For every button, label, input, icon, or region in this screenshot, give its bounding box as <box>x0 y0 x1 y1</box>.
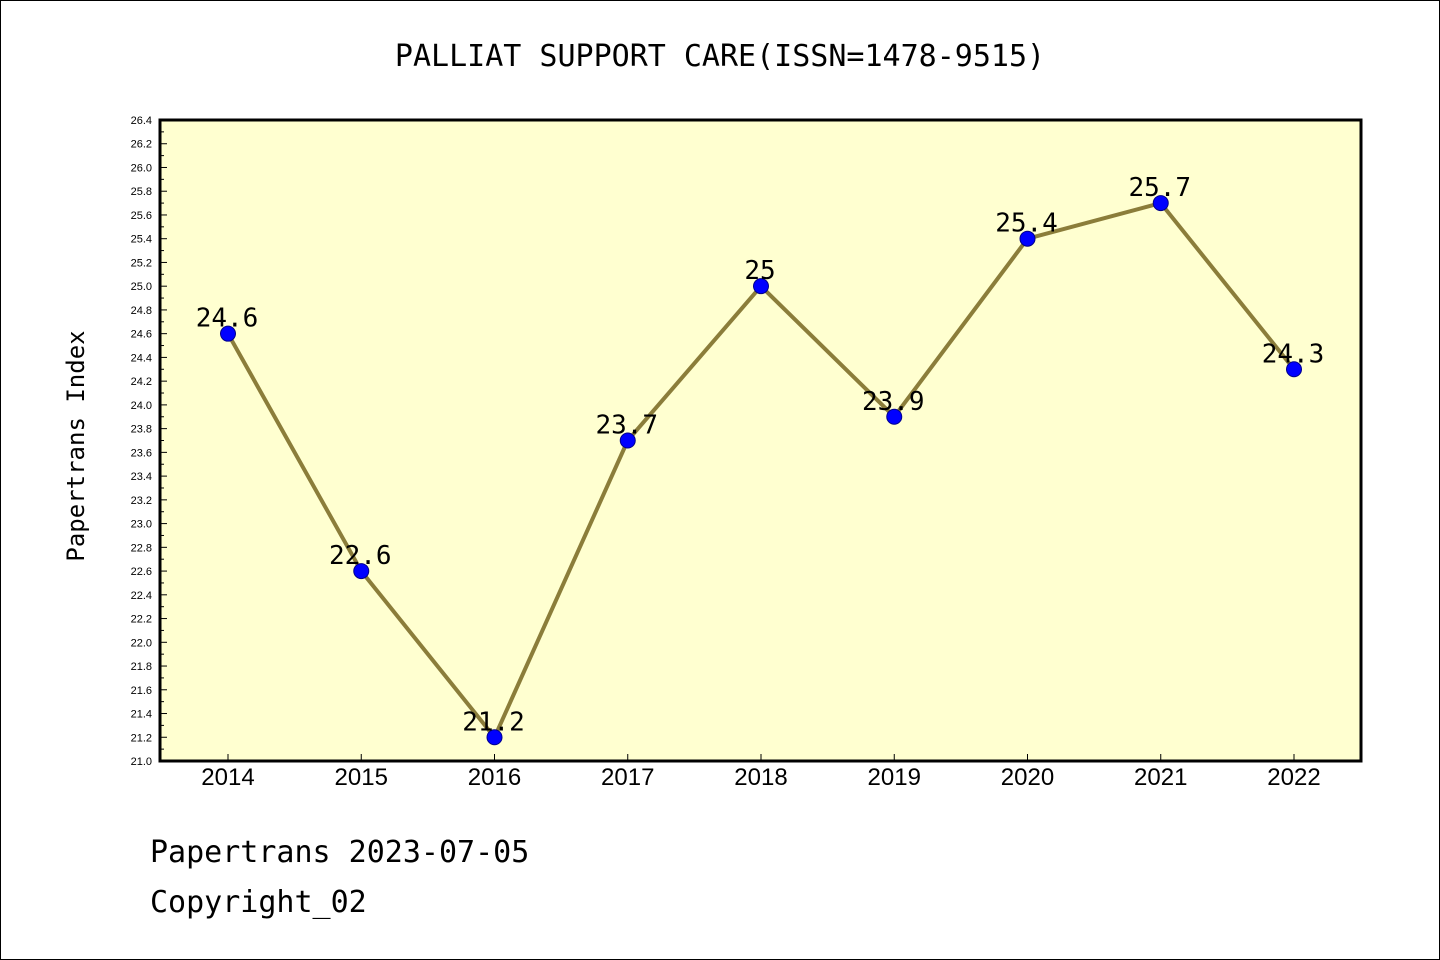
data-point-label: 25 <box>744 256 775 286</box>
y-tick-label: 25.8 <box>131 186 152 198</box>
y-tick-label: 21.2 <box>131 732 152 744</box>
data-point-label: 22.6 <box>329 541 392 571</box>
data-point-marker <box>619 432 636 449</box>
y-tick-label: 25.6 <box>131 210 152 222</box>
y-tick-label: 24.2 <box>131 376 152 388</box>
y-tick-label: 22.0 <box>131 637 152 649</box>
y-tick-label: 21.8 <box>131 661 152 673</box>
x-tick-label: 2020 <box>1001 764 1054 791</box>
y-axis-title: Papertrans Index <box>62 330 90 561</box>
data-point-marker <box>486 729 503 746</box>
data-point-label: 25.7 <box>1128 173 1191 203</box>
y-tick-label: 25.4 <box>131 234 152 246</box>
y-tick-label: 22.2 <box>131 614 152 626</box>
y-tick-label: 22.4 <box>131 590 152 602</box>
y-tick-label: 25.2 <box>131 257 152 269</box>
y-tick-label: 23.8 <box>131 424 152 436</box>
y-tick-label: 21.0 <box>131 756 152 768</box>
data-point-marker <box>1019 230 1036 247</box>
y-tick-label: 25.0 <box>131 281 152 293</box>
y-tick-label: 23.4 <box>131 471 152 483</box>
footer-date: Papertrans 2023-07-05 <box>150 835 530 870</box>
data-point-marker <box>1286 361 1302 378</box>
y-tick-label: 24.4 <box>131 352 152 364</box>
chart-title: PALLIAT SUPPORT CARE(ISSN=1478-9515) <box>395 39 1045 74</box>
data-point-label: 24.6 <box>196 304 259 334</box>
y-tick-label: 26.4 <box>131 115 152 127</box>
y-tick-label: 23.6 <box>131 447 152 459</box>
plot-border <box>158 118 1363 763</box>
y-tick-label: 21.6 <box>131 685 152 697</box>
y-tick-label: 21.4 <box>131 709 152 721</box>
data-point-label: 21.2 <box>462 707 525 737</box>
data-point-marker <box>353 563 370 580</box>
x-tick-label: 2022 <box>1267 764 1320 791</box>
x-tick-label: 2017 <box>601 764 654 791</box>
data-point-marker <box>753 278 769 295</box>
y-tick-label: 24.6 <box>131 329 152 341</box>
x-tick-label: 2018 <box>734 764 787 791</box>
x-tick-label: 2015 <box>335 764 388 791</box>
data-point-marker <box>220 325 236 342</box>
data-point-label: 23.7 <box>595 411 658 441</box>
y-tick-label: 24.8 <box>131 305 152 317</box>
y-tick-label: 26.2 <box>131 139 152 151</box>
y-tick-label: 22.6 <box>131 566 152 578</box>
data-series: 24.6 22.6 21.2 23.7 25 23.9 25.4 25.7 24.3 <box>196 173 1325 746</box>
y-tick-label: 24.0 <box>131 400 152 412</box>
y-tick-label: 22.8 <box>131 542 152 554</box>
data-point-label: 24.3 <box>1262 339 1325 369</box>
data-point-label: 25.4 <box>995 209 1058 239</box>
data-point-label: 23.9 <box>862 387 925 417</box>
data-point-marker <box>886 408 903 425</box>
footer-copyright: Copyright_02 <box>150 885 367 920</box>
x-axis: 2014 2015 2016 2017 2018 2019 2020 2021 2022 <box>201 754 1321 791</box>
y-tick-label: 23.2 <box>131 495 152 507</box>
plot-area <box>160 120 1361 761</box>
x-tick-label: 2021 <box>1134 764 1187 791</box>
x-tick-label: 2019 <box>868 764 921 791</box>
data-point-marker <box>1152 195 1169 212</box>
y-tick-label: 23.0 <box>131 519 152 531</box>
x-tick-label: 2016 <box>468 764 521 791</box>
x-tick-label: 2014 <box>201 764 254 791</box>
y-tick-label: 26.0 <box>131 162 152 174</box>
